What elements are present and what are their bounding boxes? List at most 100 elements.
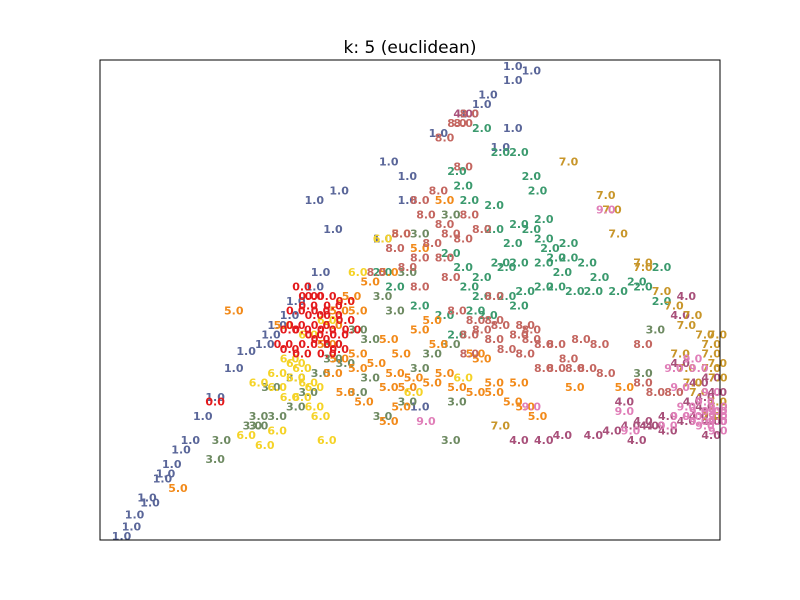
point-label-7-47: 8.0 <box>546 362 566 375</box>
point-label-8-22: 9.0 <box>701 405 721 418</box>
point-label-9-21: 0.0 <box>336 295 356 308</box>
point-label-7-0: 8.0 <box>453 117 473 130</box>
point-label-4-21: 5.0 <box>435 367 455 380</box>
point-label-3-8: 4.0 <box>602 424 622 437</box>
point-label-2-12: 3.0 <box>212 434 232 447</box>
point-label-9-15: 0.0 <box>286 319 306 332</box>
point-label-3-21: 4.0 <box>695 400 715 413</box>
point-label-0-17: 1.0 <box>323 223 343 236</box>
point-label-4-39: 5.0 <box>336 386 356 399</box>
point-label-0-35: 1.0 <box>140 496 160 509</box>
point-label-1-15: 2.0 <box>559 252 579 265</box>
point-label-1-39: 2.0 <box>491 256 511 269</box>
point-label-6-4: 7.0 <box>633 256 653 269</box>
point-label-4-0: 5.0 <box>435 194 455 207</box>
point-label-6-22: 7.0 <box>677 362 697 375</box>
point-label-0-6: 1.0 <box>193 410 213 423</box>
point-label-9-16: 0.0 <box>280 343 300 356</box>
point-label-7-43: 8.0 <box>367 266 387 279</box>
point-label-2-23: 3.0 <box>360 333 380 346</box>
point-label-7-25: 8.0 <box>534 338 554 351</box>
point-label-4-30: 5.0 <box>528 410 548 423</box>
point-label-7-46: 8.0 <box>453 232 473 245</box>
point-label-5-1: 6.0 <box>348 266 368 279</box>
point-label-7-34: 8.0 <box>646 386 666 399</box>
point-label-7-35: 8.0 <box>664 386 684 399</box>
point-label-7-5: 8.0 <box>429 184 449 197</box>
point-label-1-40: 2.0 <box>466 304 486 317</box>
point-label-0-28: 1.0 <box>503 60 523 73</box>
point-label-3-16: 4.0 <box>658 424 678 437</box>
point-label-7-10: 8.0 <box>460 208 480 221</box>
point-label-6-16: 7.0 <box>708 372 728 385</box>
point-label-4-38: 5.0 <box>348 362 368 375</box>
point-label-4-3: 5.0 <box>379 266 399 279</box>
point-label-7-12: 8.0 <box>410 252 430 265</box>
point-label-8-18: 9.0 <box>695 420 715 433</box>
point-label-1-41: 2.0 <box>509 300 529 313</box>
point-label-0-36: 1.0 <box>156 468 176 481</box>
point-label-6-13: 7.0 <box>689 386 709 399</box>
point-label-8-23: 9.0 <box>708 405 728 418</box>
point-label-3-11: 4.0 <box>534 434 554 447</box>
point-label-0-34: 1.0 <box>122 520 142 533</box>
point-label-2-11: 3.0 <box>243 420 263 433</box>
point-label-5-3: 6.0 <box>317 314 337 327</box>
point-label-8-2: 9.0 <box>683 352 703 365</box>
point-label-3-5: 4.0 <box>695 391 715 404</box>
point-label-6-14: 7.0 <box>708 396 728 409</box>
point-label-7-27: 8.0 <box>559 352 579 365</box>
point-label-5-19: 6.0 <box>298 376 318 389</box>
point-label-3-9: 4.0 <box>584 429 604 442</box>
point-label-9-14: 0.0 <box>336 314 356 327</box>
point-label-9-5: 0.0 <box>298 300 318 313</box>
point-label-4-7: 5.0 <box>323 319 343 332</box>
point-label-4-44: 5.0 <box>348 304 368 317</box>
point-label-6-23: 7.0 <box>683 309 703 322</box>
point-label-8-19: 9.0 <box>670 410 690 423</box>
point-label-7-42: 8.0 <box>435 252 455 265</box>
point-label-5-9: 6.0 <box>305 381 325 394</box>
point-label-7-24: 8.0 <box>522 333 542 346</box>
point-label-0-29: 1.0 <box>491 141 511 154</box>
point-label-5-12: 6.0 <box>249 376 269 389</box>
point-label-8-12: 9.0 <box>708 405 728 418</box>
point-label-7-23: 8.0 <box>515 319 535 332</box>
point-label-7-15: 8.0 <box>466 314 486 327</box>
point-label-1-4: 2.0 <box>460 194 480 207</box>
point-label-3-20: 4.0 <box>708 415 728 428</box>
point-label-9-24: 0.0 <box>280 324 300 337</box>
point-label-7-14: 8.0 <box>447 304 467 317</box>
point-label-2-17: 3.0 <box>336 357 356 370</box>
point-label-4-20: 5.0 <box>472 352 492 365</box>
point-label-0-23: 1.0 <box>472 98 492 111</box>
point-label-4-15: 5.0 <box>447 381 467 394</box>
point-label-5-20: 6.0 <box>280 391 300 404</box>
point-label-7-4: 8.0 <box>453 160 473 173</box>
point-label-1-28: 2.0 <box>534 256 554 269</box>
point-label-8-24: 9.0 <box>708 424 728 437</box>
point-label-4-25: 5.0 <box>410 324 430 337</box>
point-label-1-13: 2.0 <box>540 242 560 255</box>
point-label-7-39: 8.0 <box>410 280 430 293</box>
point-label-1-27: 2.0 <box>509 256 529 269</box>
point-label-8-9: 9.0 <box>708 415 728 428</box>
point-label-8-7: 9.0 <box>658 420 678 433</box>
point-label-8-11: 9.0 <box>708 410 728 423</box>
point-label-3-4: 4.0 <box>689 376 709 389</box>
point-label-4-41: 5.0 <box>168 482 188 495</box>
point-label-7-2: 8.0 <box>447 117 467 130</box>
point-label-4-29: 5.0 <box>509 376 529 389</box>
point-label-9-12: 0.0 <box>323 309 343 322</box>
point-label-0-24: 1.0 <box>478 88 498 101</box>
point-label-1-32: 2.0 <box>608 285 628 298</box>
point-label-6-1: 7.0 <box>596 189 616 202</box>
point-label-1-12: 2.0 <box>534 232 554 245</box>
point-label-0-12: 1.0 <box>267 319 287 332</box>
point-label-2-2: 3.0 <box>398 266 418 279</box>
point-label-9-0: 0.0 <box>205 396 225 409</box>
point-label-6-8: 7.0 <box>677 319 697 332</box>
point-label-8-6: 9.0 <box>615 405 635 418</box>
point-label-0-27: 1.0 <box>522 64 542 77</box>
point-label-7-11: 8.0 <box>472 223 492 236</box>
